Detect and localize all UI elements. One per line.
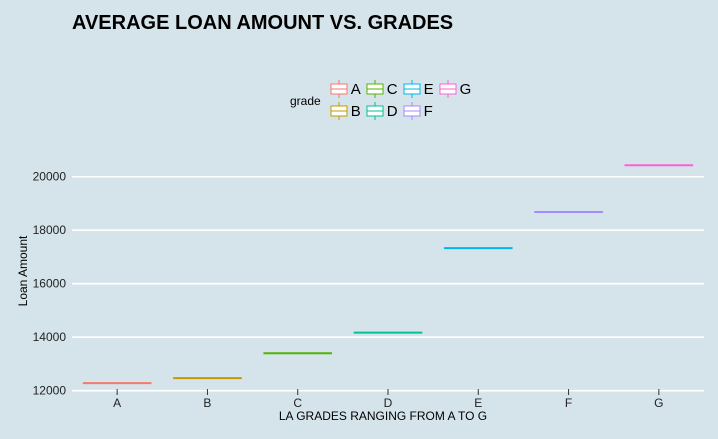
legend-item-E: E [402, 78, 434, 100]
legend-label-B: B [350, 102, 361, 120]
legend-label-E: E [423, 80, 434, 98]
legend-item-G: G [438, 78, 472, 100]
legend-label-A: A [350, 80, 361, 98]
x-tick-label-A: A [113, 396, 121, 410]
legend-item-F: F [402, 100, 434, 122]
legend-key-G [439, 80, 457, 98]
x-tick-label-B: B [203, 396, 211, 410]
legend-label-G: G [459, 80, 472, 98]
x-tick-label-C: C [293, 396, 302, 410]
legend-key-C [366, 80, 384, 98]
legend-item-A: A [329, 78, 361, 100]
x-tick-label-G: G [654, 396, 663, 410]
y-tick-label-16000: 16000 [33, 277, 67, 291]
x-tick-label-F: F [565, 396, 572, 410]
x-axis-title: LA GRADES RANGING FROM A TO G [279, 409, 487, 423]
legend-key-E [403, 80, 421, 98]
legend-title: grade [290, 94, 321, 108]
legend-item-C: C [365, 78, 398, 100]
chart-title: AVERAGE LOAN AMOUNT VS. GRADES [72, 12, 454, 34]
legend-key-B [330, 102, 348, 120]
legend-key-D [366, 102, 384, 120]
legend-key-A [330, 80, 348, 98]
y-tick-label-12000: 12000 [33, 384, 67, 398]
y-tick-label-14000: 14000 [33, 330, 67, 344]
legend-item-B: B [329, 100, 361, 122]
y-tick-label-20000: 20000 [33, 170, 67, 184]
x-tick-label-E: E [474, 396, 482, 410]
legend-key-F [403, 102, 421, 120]
legend-label-D: D [386, 102, 398, 120]
legend-item-D: D [365, 100, 398, 122]
x-tick-label-D: D [384, 396, 393, 410]
y-axis-title: Loan Amount [16, 235, 30, 306]
legend-label-F: F [423, 102, 433, 120]
legend-label-C: C [386, 80, 398, 98]
y-tick-label-18000: 18000 [33, 223, 67, 237]
